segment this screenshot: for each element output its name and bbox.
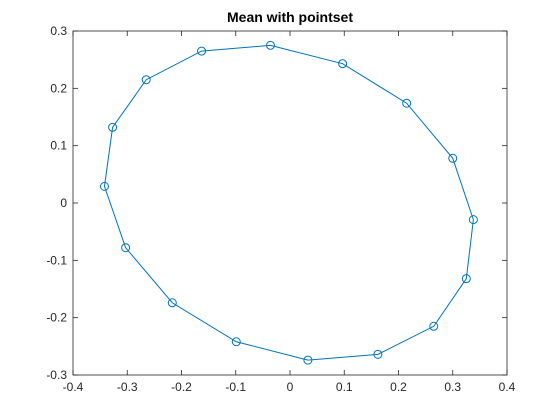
x-tick-label: -0.1 bbox=[225, 380, 246, 394]
y-tick-label: 0.2 bbox=[50, 81, 67, 95]
x-tick-label: 0.4 bbox=[499, 380, 516, 394]
x-tick-label: 0.3 bbox=[444, 380, 461, 394]
y-tick-label: -0.1 bbox=[46, 253, 67, 267]
x-tick-label: -0.3 bbox=[117, 380, 138, 394]
data-point-marker bbox=[468, 215, 478, 225]
data-point-marker bbox=[265, 40, 275, 50]
data-point-marker bbox=[338, 59, 348, 69]
y-tick-label: 0.3 bbox=[50, 24, 67, 38]
x-tick-label: 0.1 bbox=[336, 380, 353, 394]
data-point-marker bbox=[141, 75, 151, 85]
chart-title: Mean with pointset bbox=[227, 9, 353, 25]
data-point-marker bbox=[461, 274, 471, 284]
data-point-marker bbox=[231, 337, 241, 347]
y-tick-label: -0.2 bbox=[46, 311, 67, 325]
data-point-marker bbox=[108, 122, 118, 132]
axes-background bbox=[73, 31, 507, 375]
axes-box bbox=[72, 30, 508, 376]
data-point-marker bbox=[429, 321, 439, 331]
data-point-marker bbox=[448, 153, 458, 163]
data-point-marker bbox=[373, 349, 383, 359]
series-line bbox=[103, 44, 474, 361]
x-tick-label: -0.2 bbox=[171, 380, 192, 394]
data-point-marker bbox=[167, 298, 177, 308]
data-point-marker bbox=[197, 46, 207, 56]
tick-labels: -0.4 -0.3 -0.2 -0.1 0 0.1 0.2 0.3 0.4-0.3-0.2-0.… bbox=[46, 24, 515, 394]
y-tick-label: -0.3 bbox=[46, 368, 67, 382]
y-tick-label: 0.1 bbox=[50, 139, 67, 153]
series-group bbox=[99, 40, 478, 365]
data-point-marker bbox=[402, 98, 412, 108]
data-point-marker bbox=[121, 243, 131, 253]
data-point-marker bbox=[303, 355, 313, 365]
y-tick-label: 0 bbox=[60, 196, 67, 210]
x-tick-label: 0.2 bbox=[390, 380, 407, 394]
data-point-marker bbox=[99, 181, 109, 191]
x-tick-label: -0.4 bbox=[63, 380, 84, 394]
x-tick-label: 0 bbox=[287, 380, 294, 394]
